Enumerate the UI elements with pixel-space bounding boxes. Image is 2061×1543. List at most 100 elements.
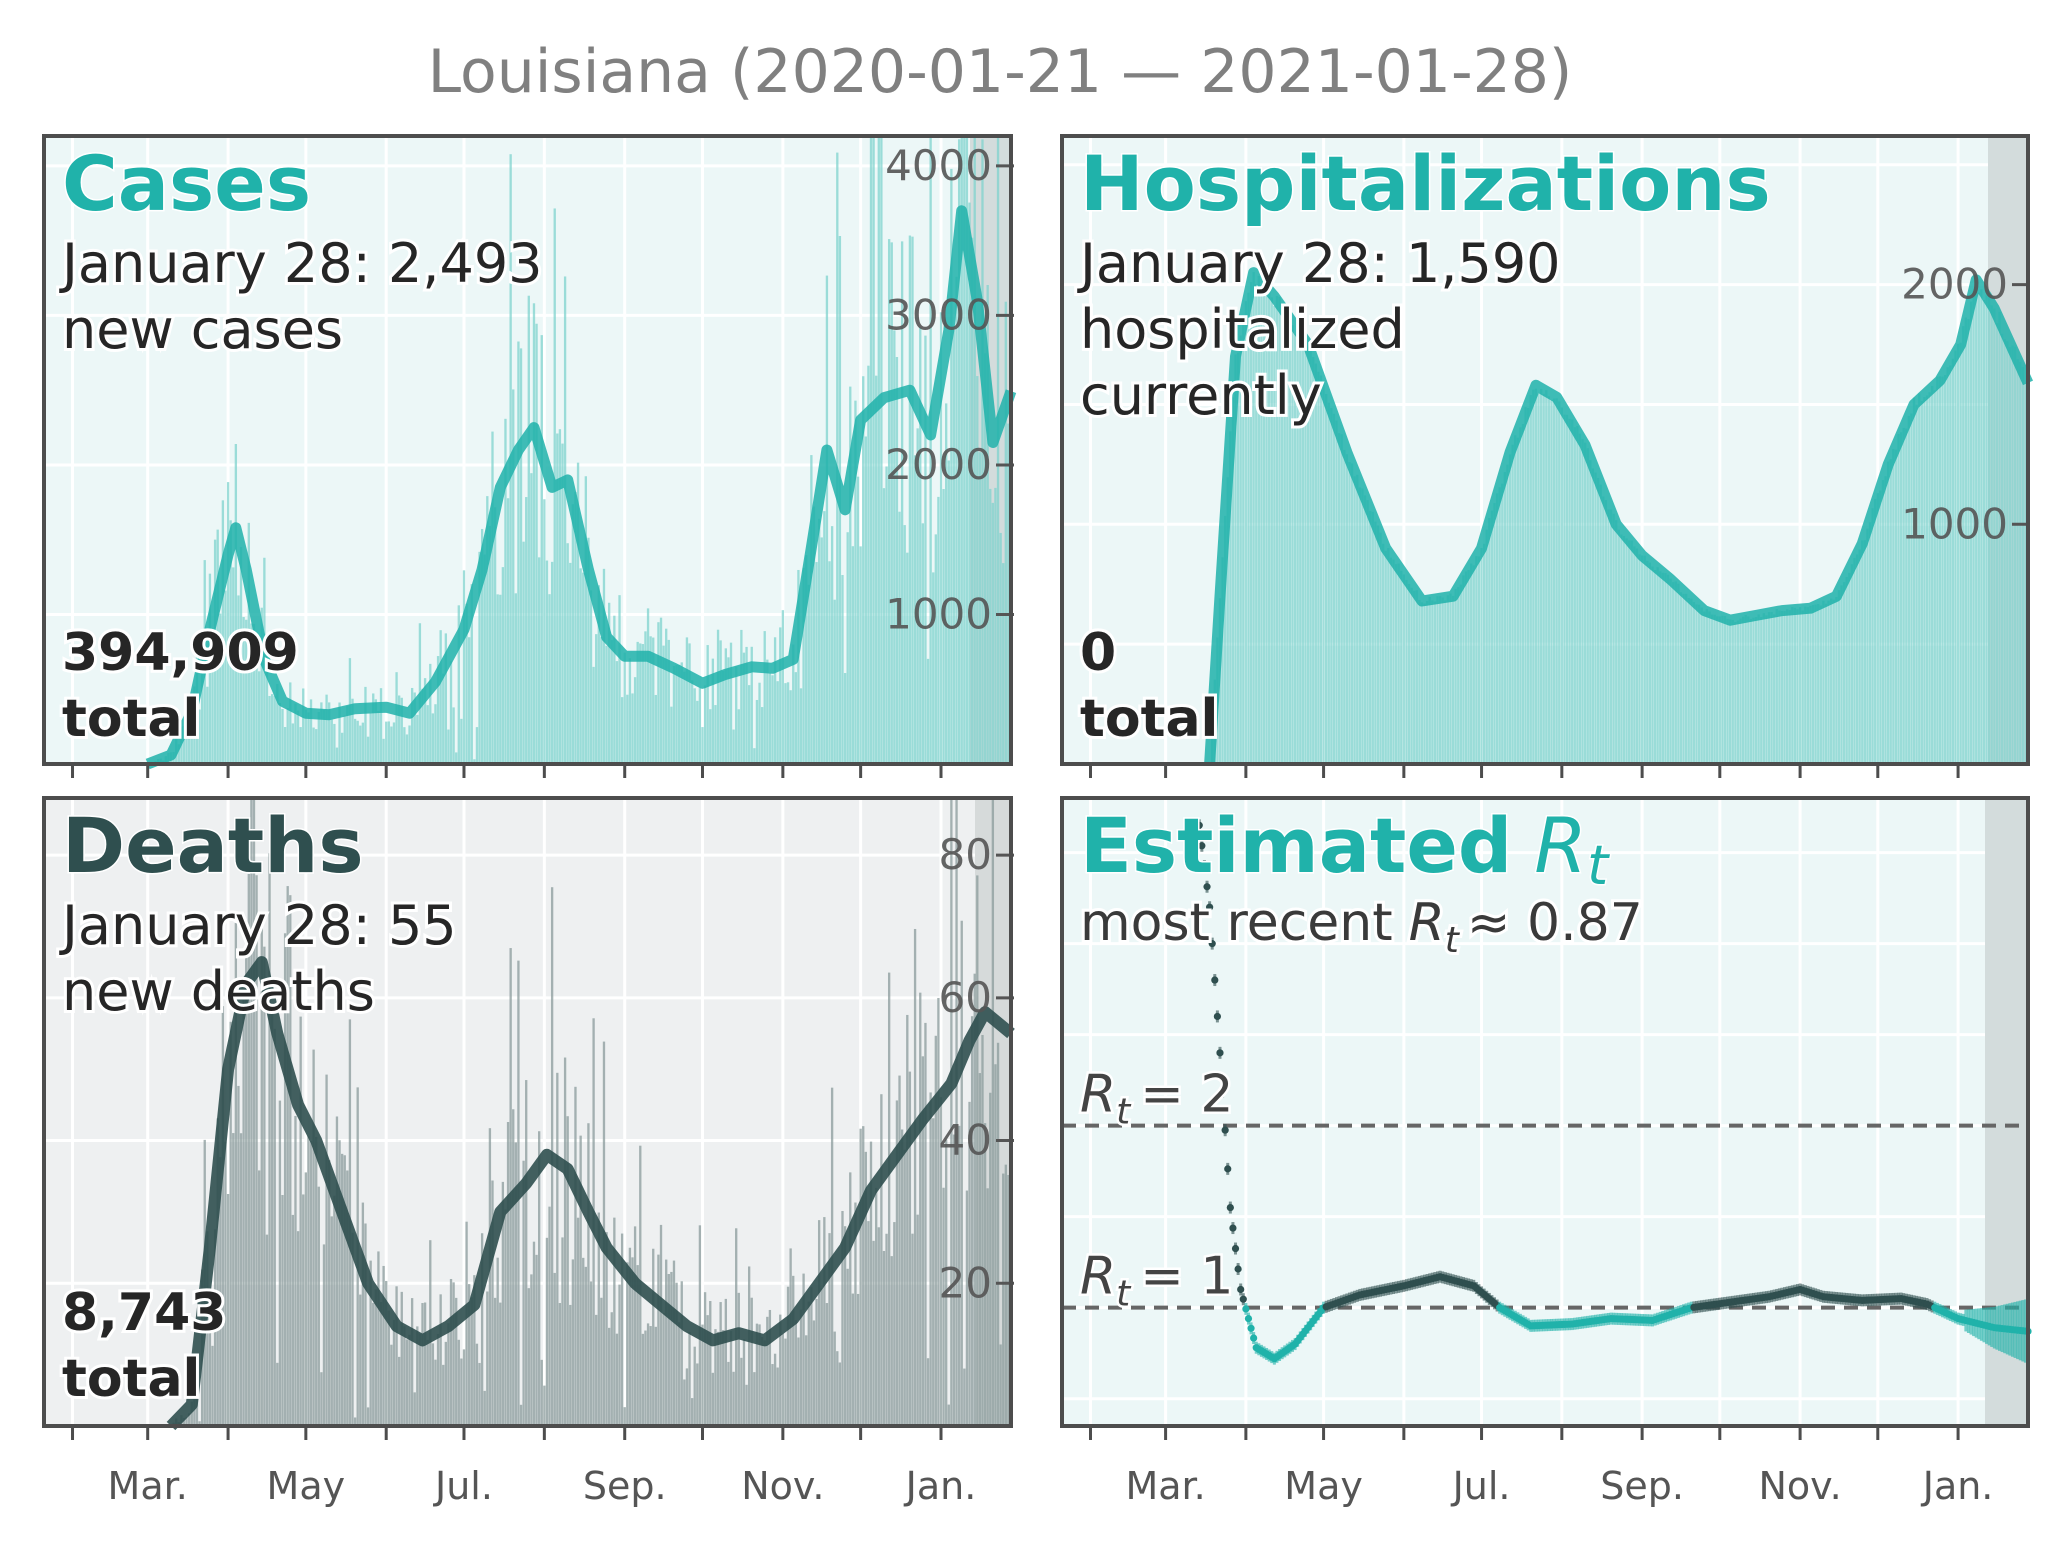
deaths-bar bbox=[799, 1309, 803, 1426]
hosp-bar bbox=[1394, 564, 1398, 764]
cases-bar bbox=[779, 627, 782, 764]
hosp-bar bbox=[1830, 598, 1833, 764]
cases-bar bbox=[211, 656, 214, 764]
hosp-bar bbox=[1565, 414, 1569, 764]
cases-bar bbox=[626, 694, 629, 764]
hosp-bar bbox=[1451, 595, 1455, 764]
deaths-bar bbox=[618, 1284, 621, 1426]
deaths-bar bbox=[672, 1260, 676, 1426]
cases-bar bbox=[576, 462, 580, 764]
hosp-bar bbox=[1804, 606, 1807, 764]
cases-bar bbox=[304, 709, 308, 764]
hosp-bar bbox=[1806, 607, 1810, 764]
hosp-bar bbox=[1306, 342, 1310, 764]
hosp-bar bbox=[1866, 528, 1869, 764]
cases-bar bbox=[527, 295, 530, 764]
deaths-y-tick-label: 80 bbox=[939, 830, 992, 879]
hosp-bar bbox=[1666, 574, 1670, 764]
hosp-bar bbox=[1260, 284, 1263, 764]
hosp-bar bbox=[1343, 449, 1346, 764]
cases-bar bbox=[382, 738, 385, 764]
hosp-bar bbox=[1552, 398, 1556, 764]
deaths-bar bbox=[260, 918, 263, 1426]
deaths-bar bbox=[317, 1186, 320, 1426]
hosp-bar bbox=[1262, 276, 1266, 764]
deaths-bar bbox=[387, 1310, 390, 1426]
deaths-bar bbox=[991, 798, 995, 1426]
cases-bar bbox=[268, 695, 271, 764]
deaths-bar bbox=[906, 1014, 909, 1426]
deaths-bar bbox=[825, 1303, 829, 1426]
hosp-bar bbox=[1472, 565, 1475, 764]
hosp-bar bbox=[1591, 468, 1595, 764]
hosp-bar bbox=[1936, 376, 1939, 764]
deaths-bar bbox=[328, 1160, 331, 1426]
cases-bar bbox=[786, 682, 790, 764]
hosp-bar bbox=[1982, 299, 1986, 764]
hosp-bar bbox=[2000, 333, 2004, 764]
deaths-bar bbox=[846, 1268, 849, 1426]
deaths-bar bbox=[535, 1254, 538, 1426]
hosp-bar bbox=[2019, 361, 2022, 764]
cases-bar bbox=[387, 721, 390, 764]
cases-bar bbox=[421, 688, 424, 764]
hosp-bar bbox=[1501, 483, 1504, 764]
rt-series bbox=[1195, 819, 2032, 1365]
hosp-bar bbox=[1635, 548, 1639, 764]
deaths-bar bbox=[537, 1131, 541, 1426]
hosp-bar bbox=[1407, 583, 1411, 764]
hosp-bar bbox=[1845, 576, 1848, 764]
deaths-bar bbox=[742, 1339, 746, 1426]
deaths-bar bbox=[597, 1212, 600, 1426]
hosp-bar bbox=[1576, 426, 1579, 764]
deaths-bar bbox=[473, 1275, 476, 1426]
deaths-bar bbox=[566, 1116, 569, 1426]
hosp-bar bbox=[1578, 433, 1582, 764]
deaths-bar bbox=[576, 1217, 580, 1426]
cases-bar bbox=[506, 498, 510, 764]
cases-bar bbox=[364, 686, 367, 764]
rt-point bbox=[1226, 1203, 1234, 1212]
hosp-bar bbox=[1327, 402, 1330, 764]
hosp-bar bbox=[1819, 605, 1822, 764]
deaths-bar bbox=[957, 1125, 961, 1426]
deaths-bar bbox=[283, 933, 287, 1426]
cases-bar bbox=[869, 136, 873, 764]
hosp-bar bbox=[1231, 397, 1235, 764]
cases-bar bbox=[833, 599, 836, 764]
deaths-bar bbox=[545, 1237, 549, 1426]
rt-recent-subscript: t bbox=[1445, 920, 1461, 961]
hosp-bar bbox=[1340, 434, 1343, 764]
deaths-bar bbox=[1004, 1164, 1007, 1426]
cases-bar bbox=[776, 681, 779, 764]
hospitalizations-total-label: total bbox=[1080, 689, 1218, 749]
cases-bar bbox=[945, 403, 948, 764]
cases-bar bbox=[252, 623, 256, 764]
deaths-bar bbox=[667, 1273, 670, 1426]
figure-title: Louisiana (2020-01-21 — 2021-01-28) bbox=[428, 37, 1573, 107]
hosp-bar bbox=[1752, 617, 1755, 764]
cases-bar bbox=[753, 748, 756, 764]
hosp-bar bbox=[1283, 313, 1286, 764]
cases-bar bbox=[447, 729, 450, 764]
hosp-bar bbox=[1972, 290, 1975, 764]
deaths-bar bbox=[836, 1351, 839, 1426]
hosp-bar bbox=[1726, 618, 1729, 764]
cases-bar bbox=[680, 662, 683, 764]
deaths-bar bbox=[893, 1222, 896, 1426]
hosp-bar bbox=[1550, 399, 1553, 764]
deaths-bar bbox=[392, 1319, 396, 1426]
cases-bar bbox=[986, 285, 989, 764]
hosp-bar bbox=[1226, 477, 1229, 764]
deaths-bar bbox=[880, 1094, 883, 1426]
hosp-bar bbox=[1485, 529, 1488, 764]
hosp-bar bbox=[1270, 297, 1273, 764]
cases-bar bbox=[302, 688, 305, 764]
cases-bar bbox=[968, 202, 971, 764]
hosp-bar bbox=[2011, 345, 2014, 764]
deaths-bar bbox=[483, 1390, 486, 1426]
hosp-bar bbox=[1280, 313, 1284, 764]
deaths-bar bbox=[683, 1379, 686, 1426]
cases-bar bbox=[343, 715, 346, 764]
